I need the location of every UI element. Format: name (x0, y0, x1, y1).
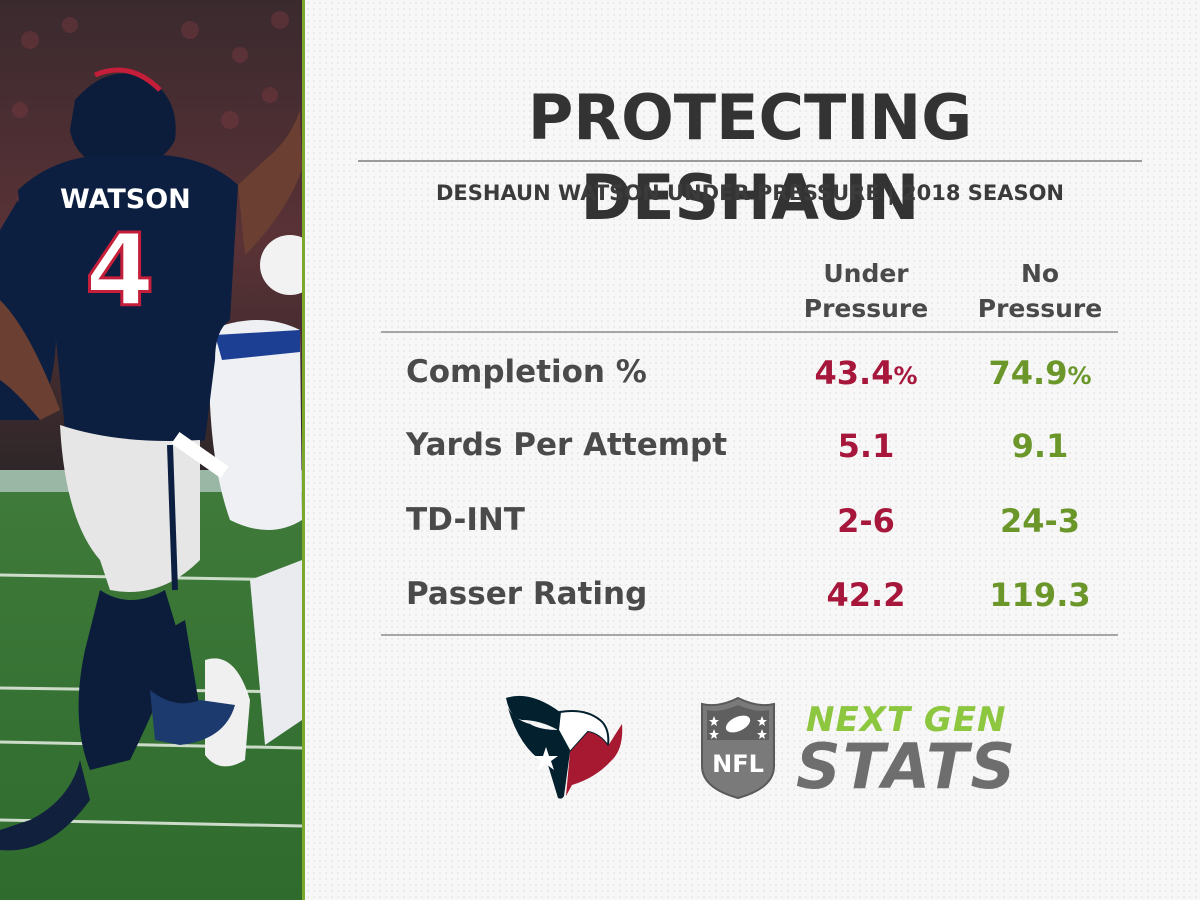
table-header-divider (381, 331, 1118, 333)
title-divider (358, 160, 1142, 162)
value-no-pressure-completion: 74.9% (955, 353, 1125, 396)
row-label-td-int: TD-INT (406, 502, 525, 538)
value-no-pressure-td-int: 24-3 (999, 502, 1081, 540)
texans-logo (500, 690, 625, 802)
player-photo: WATSON 4 (0, 0, 302, 900)
column-header-under-pressure: Under Pressure (781, 256, 951, 326)
value-number: 43.4 (814, 354, 894, 392)
column-header-line: No (1020, 259, 1060, 288)
nfl-shield-text: NFL (712, 750, 764, 778)
column-header-line: Under (823, 259, 909, 288)
column-header-line: Pressure (803, 294, 929, 323)
jersey-number: 4 (85, 212, 155, 329)
next-gen-label: NEXT GEN (806, 700, 1007, 740)
row-label-completion: Completion % (406, 354, 647, 390)
value-under-pressure-td-int: 2-6 (837, 502, 895, 540)
page-title: PROTECTING DESHAUN (527, 81, 973, 234)
value-under-pressure-passer-rating: 42.2 (826, 576, 906, 614)
column-header-line: Pressure (977, 294, 1103, 323)
stats-label: STATS (796, 730, 1018, 803)
table-bottom-divider (381, 634, 1118, 636)
bull-head-icon (506, 695, 623, 799)
value-no-pressure-ypa: 9.1 (1011, 427, 1069, 465)
row-label-yards-per-attempt: Yards Per Attempt (406, 427, 728, 463)
nfl-shield-icon: NFL (701, 696, 775, 800)
value-no-pressure-passer-rating: 119.3 (989, 576, 1091, 614)
value-under-pressure-completion: 43.4% (781, 353, 951, 396)
row-label-passer-rating: Passer Rating (406, 576, 648, 612)
jersey-name: WATSON (60, 184, 191, 215)
nfl-shield-logo: NFL (698, 696, 778, 800)
value-unit: % (893, 362, 918, 390)
accent-stripe (302, 0, 305, 900)
value-unit: % (1067, 362, 1092, 390)
subtitle: DESHAUN WATSON UNDER PRESSURE | 2018 SEA… (435, 181, 1065, 205)
player-photo-illustration: WATSON 4 (0, 0, 302, 900)
value-under-pressure-ypa: 5.1 (837, 427, 895, 465)
column-header-no-pressure: No Pressure (955, 256, 1125, 326)
value-number: 74.9 (988, 354, 1068, 392)
